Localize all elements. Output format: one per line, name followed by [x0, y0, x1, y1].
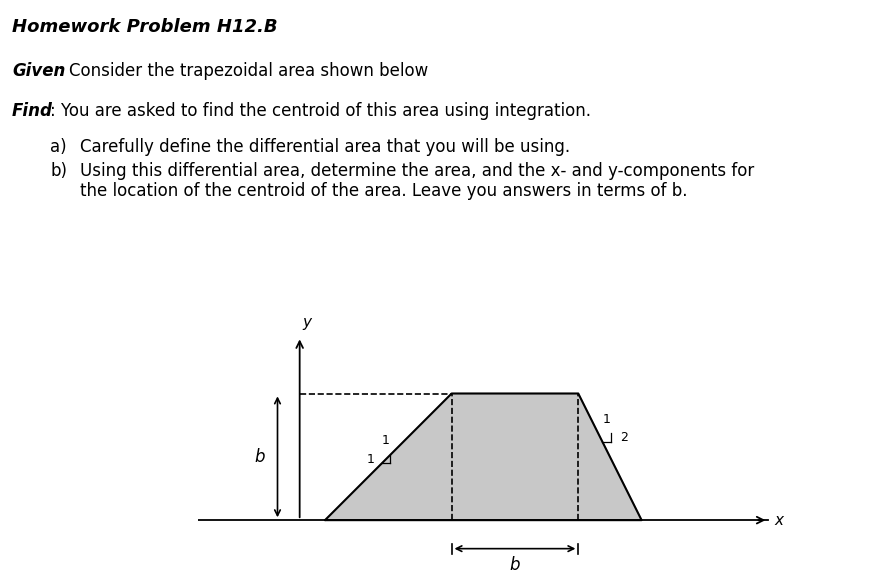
- Text: 1: 1: [602, 413, 610, 426]
- Text: b): b): [50, 162, 67, 180]
- Polygon shape: [325, 393, 642, 520]
- Text: 2: 2: [620, 431, 628, 444]
- Text: the location of the centroid of the area. Leave you answers in terms of b.: the location of the centroid of the area…: [80, 182, 687, 200]
- Text: Carefully define the differential area that you will be using.: Carefully define the differential area t…: [80, 138, 570, 156]
- Text: x: x: [774, 513, 784, 527]
- Text: $b$: $b$: [509, 556, 521, 574]
- Text: : Consider the trapezoidal area shown below: : Consider the trapezoidal area shown be…: [58, 62, 428, 80]
- Text: 1: 1: [383, 435, 390, 447]
- Text: Given: Given: [12, 62, 65, 80]
- Text: y: y: [303, 315, 312, 330]
- Text: $b$: $b$: [254, 448, 265, 466]
- Text: Find: Find: [12, 102, 53, 120]
- Text: a): a): [50, 138, 66, 156]
- Text: 1: 1: [366, 453, 375, 466]
- Text: : You are asked to find the centroid of this area using integration.: : You are asked to find the centroid of …: [50, 102, 591, 120]
- Text: Homework Problem H12.B: Homework Problem H12.B: [12, 18, 278, 36]
- Text: Using this differential area, determine the area, and the x- and y-components fo: Using this differential area, determine …: [80, 162, 754, 180]
